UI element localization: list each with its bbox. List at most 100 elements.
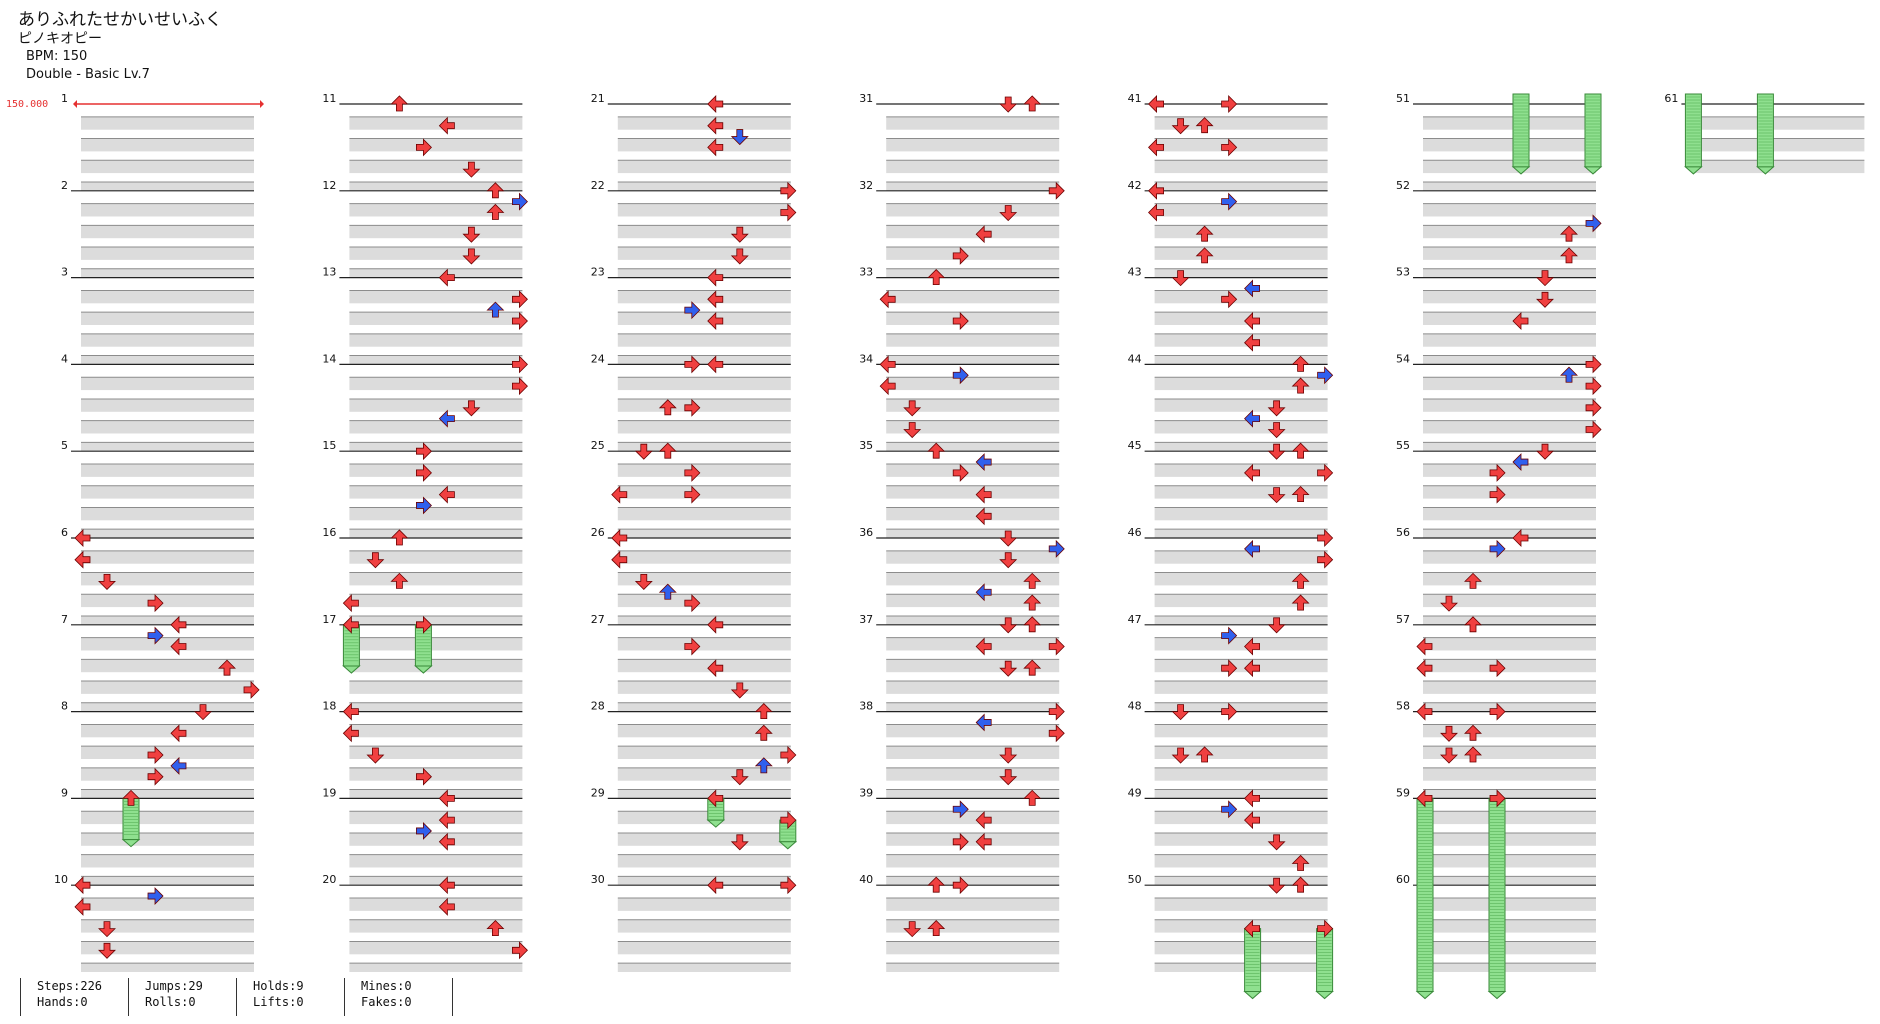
arrow-body [415,767,432,786]
stats-mines-fakes: Mines:0 Fakes:0 [344,978,412,1016]
beat-band [886,572,1060,586]
quarter-arrow [1512,529,1529,547]
beat-band [886,615,1060,625]
measure-1: 1 [61,92,264,191]
arrow-body [512,192,528,211]
arrow-body [999,617,1018,634]
quarter-arrow [438,832,455,851]
arrow-body [1221,192,1238,211]
arrow-body [438,409,455,428]
arrow-body [1148,203,1164,222]
arrow-body [1585,398,1602,417]
arrow-body [903,921,922,938]
quarter-arrow [415,615,432,634]
quarter-arrow [1267,487,1286,504]
quarter-arrow [1195,247,1214,264]
arrow-body [1221,800,1238,819]
beat-band [81,333,254,347]
measure-number: 9 [61,786,68,799]
beat-band [1154,203,1328,217]
arrow-body [1416,637,1433,656]
beat-band [1154,594,1328,608]
eighth-arrow [1317,366,1334,385]
quarter-arrow [730,769,749,786]
measure-27: 27 [591,613,791,712]
measure-51: 51 [1396,92,1596,191]
arrow-body [1148,181,1164,200]
hold-tail [1684,166,1703,175]
beat-band [81,767,254,781]
quarter-arrow [147,594,164,613]
arrow-body [1221,95,1238,113]
measure-number: 3 [61,266,68,279]
arrow-body [1267,400,1286,417]
arrow-body [342,724,359,743]
arrow-body [658,442,677,459]
quarter-arrow [975,637,992,656]
beat-band [81,268,254,278]
beat-band [349,898,523,911]
quarter-arrow [903,422,922,439]
beat-band [1154,333,1328,347]
quarter-arrow [1585,377,1602,396]
arrow-body [927,920,946,936]
beat-band [1423,746,1596,759]
eighth-arrow [1221,800,1238,819]
quarter-arrow [952,312,969,330]
stat-hands: Hands:0 [37,995,88,1009]
measure-number: 37 [859,613,873,626]
quarter-arrow [462,161,481,178]
quarter-arrow [1148,203,1164,222]
beat-band [1154,702,1328,712]
quarter-arrow [438,876,455,895]
beat-band [1423,312,1596,325]
beat-band [886,464,1060,477]
quarter-arrow [879,377,896,396]
beat-band [886,811,1060,825]
beat-band [1423,637,1596,651]
measure-number: 27 [591,613,605,626]
arrow-body [1267,834,1286,851]
beat-band [1423,247,1596,260]
measure-number: 5 [61,439,68,452]
beat-band [349,572,523,586]
stats-steps-hands: Steps:226 Hands:0 [20,978,102,1016]
measure-15: 15 [322,439,523,538]
measure-49: 49 [1128,786,1328,886]
beat-band [886,442,1060,452]
difficulty-label: Double - Basic Lv.7 [26,67,150,82]
beat-band [349,290,523,304]
quarter-arrow [1023,789,1042,806]
measure-number: 55 [1396,439,1410,452]
arrow-body [1221,702,1238,721]
hold-note [1415,797,1435,1000]
quarter-arrow [415,138,432,157]
beat-band [617,247,791,260]
hold-tail [1511,166,1531,175]
measure-number: 13 [322,266,336,279]
quarter-arrow [658,399,677,416]
measure-34: 34 [859,352,1060,452]
arrow-body [1267,487,1286,504]
measure-number: 61 [1664,92,1678,105]
beat-band [617,615,791,625]
quarter-arrow [390,95,409,112]
measure-14: 14 [322,352,523,452]
beat-band [1154,247,1328,260]
beat-band [617,659,791,673]
arrow-body [486,301,505,318]
arrow-body [684,463,701,482]
measure-number: 38 [859,700,873,713]
measure-39: 39 [859,786,1060,886]
quarter-arrow [780,811,797,830]
measure-13: 13 [322,266,523,365]
arrow-body [1317,366,1334,385]
beat-band [1423,225,1596,239]
quarter-arrow [999,617,1018,634]
arrow-body [879,377,896,396]
beat-band [886,225,1060,239]
arrow-body [780,746,797,764]
arrow-body [952,832,969,851]
beat-band [81,312,254,325]
arrow-body [98,921,116,938]
